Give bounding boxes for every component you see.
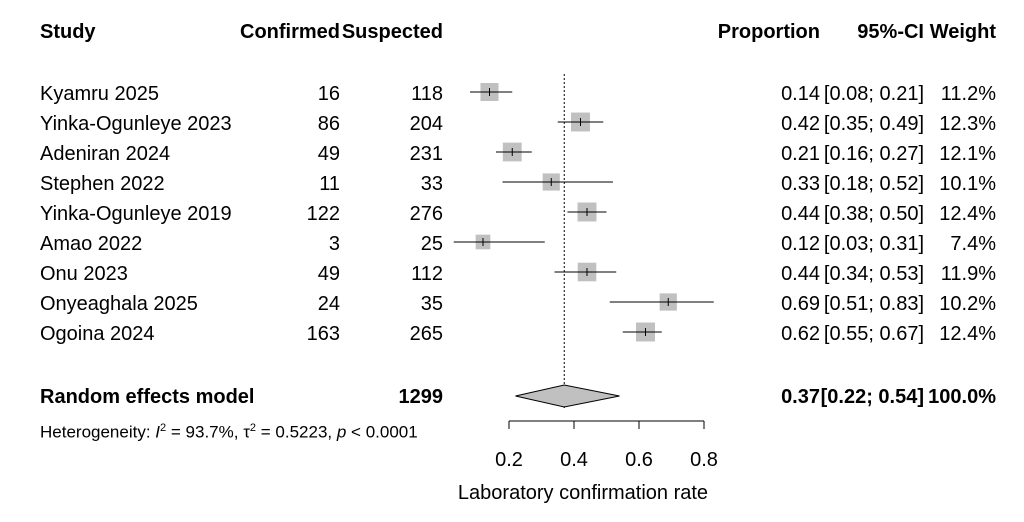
het-i2-value: = 93.7%, bbox=[166, 422, 244, 442]
summary-ci: [0.22; 0.54] bbox=[820, 386, 924, 408]
het-tau-value: = 0.5223, bbox=[256, 422, 337, 442]
row-confirmed: 11 bbox=[319, 173, 340, 195]
x-tick-label: 0.4 bbox=[560, 449, 588, 471]
het-p-symbol: p bbox=[336, 422, 347, 442]
row-suspected: 25 bbox=[420, 233, 443, 255]
row-study: Onyeaghala 2025 bbox=[40, 293, 198, 315]
row-confirmed: 3 bbox=[328, 233, 340, 255]
header-confirmed: Confirmed bbox=[240, 21, 340, 43]
row-weight: 7.4% bbox=[950, 233, 996, 255]
row-confirmed: 163 bbox=[306, 323, 340, 345]
row-proportion: 0.14 bbox=[781, 83, 820, 105]
row-study: Yinka-Ogunleye 2019 bbox=[40, 203, 232, 225]
row-ci: [0.51; 0.83] bbox=[823, 293, 924, 315]
het-i2-symbol: I bbox=[155, 422, 161, 442]
row-proportion: 0.62 bbox=[781, 323, 820, 345]
row-suspected: 231 bbox=[409, 143, 443, 165]
row-confirmed: 49 bbox=[317, 263, 340, 285]
row-weight: 10.2% bbox=[939, 293, 996, 315]
row-confirmed: 24 bbox=[317, 293, 340, 315]
header-proportion: Proportion bbox=[717, 21, 820, 43]
summary-proportion: 0.37 bbox=[781, 386, 820, 408]
x-axis-label: Laboratory confirmation rate bbox=[458, 482, 708, 504]
row-suspected: 112 bbox=[411, 263, 443, 285]
row-weight: 11.2% bbox=[940, 83, 996, 105]
row-suspected: 276 bbox=[409, 203, 443, 225]
row-ci: [0.38; 0.50] bbox=[823, 203, 924, 225]
pooled-diamond bbox=[515, 384, 620, 408]
row-weight: 12.4% bbox=[939, 323, 996, 345]
row-weight: 11.9% bbox=[940, 263, 996, 285]
x-tick-label: 0.2 bbox=[495, 449, 523, 471]
row-suspected: 204 bbox=[409, 113, 443, 135]
row-proportion: 0.42 bbox=[781, 113, 820, 135]
row-proportion: 0.12 bbox=[781, 233, 820, 255]
row-suspected: 33 bbox=[420, 173, 443, 195]
het-tau-symbol: τ bbox=[243, 422, 250, 442]
row-proportion: 0.33 bbox=[781, 173, 820, 195]
row-proportion: 0.21 bbox=[781, 143, 820, 165]
header-weight: Weight bbox=[929, 21, 996, 43]
het-p-value: < 0.0001 bbox=[346, 422, 418, 442]
row-study: Stephen 2022 bbox=[40, 173, 165, 195]
summary-weight: 100.0% bbox=[928, 386, 996, 408]
forest-plot-marks: 0.2 0.4 0.6 0.8 Laboratory confirmation rate bbox=[453, 74, 718, 504]
row-study: Kyamru 2025 bbox=[40, 83, 159, 105]
row-proportion: 0.44 bbox=[781, 263, 820, 285]
row-ci: [0.16; 0.27] bbox=[823, 143, 924, 165]
header-ci: 95%-CI bbox=[857, 21, 924, 43]
row-proportion: 0.44 bbox=[781, 203, 820, 225]
row-weight: 12.1% bbox=[939, 143, 996, 165]
header-suspected: Suspected bbox=[341, 21, 443, 43]
summary-suspected: 1299 bbox=[398, 386, 444, 408]
row-confirmed: 86 bbox=[317, 113, 340, 135]
row-suspected: 118 bbox=[411, 83, 443, 105]
row-suspected: 35 bbox=[420, 293, 443, 315]
het-prefix: Heterogeneity: bbox=[40, 422, 156, 442]
summary-label: Random effects model bbox=[40, 386, 255, 408]
row-confirmed: 122 bbox=[306, 203, 340, 225]
row-weight: 12.4% bbox=[939, 203, 996, 225]
header-study: Study bbox=[40, 21, 96, 43]
row-confirmed: 16 bbox=[317, 83, 340, 105]
row-weight: 12.3% bbox=[939, 113, 996, 135]
row-ci: [0.03; 0.31] bbox=[823, 233, 924, 255]
row-study: Yinka-Ogunleye 2023 bbox=[40, 113, 232, 135]
row-ci: [0.55; 0.67] bbox=[823, 323, 924, 345]
row-study: Amao 2022 bbox=[40, 233, 143, 255]
x-tick-label: 0.6 bbox=[625, 449, 653, 471]
row-ci: [0.08; 0.21] bbox=[823, 83, 924, 105]
row-study: Ogoina 2024 bbox=[40, 323, 155, 345]
heterogeneity-statement: Heterogeneity: I2 = 93.7%, τ2 = 0.5223, … bbox=[40, 422, 418, 442]
row-ci: [0.34; 0.53] bbox=[823, 263, 924, 285]
row-suspected: 265 bbox=[409, 323, 443, 345]
row-proportion: 0.69 bbox=[781, 293, 820, 315]
row-ci: [0.18; 0.52] bbox=[823, 173, 924, 195]
row-weight: 10.1% bbox=[939, 173, 996, 195]
row-study: Onu 2023 bbox=[40, 263, 128, 285]
row-confirmed: 49 bbox=[317, 143, 340, 165]
x-tick-label: 0.8 bbox=[690, 449, 718, 471]
row-study: Adeniran 2024 bbox=[40, 143, 171, 165]
row-ci: [0.35; 0.49] bbox=[823, 113, 924, 135]
